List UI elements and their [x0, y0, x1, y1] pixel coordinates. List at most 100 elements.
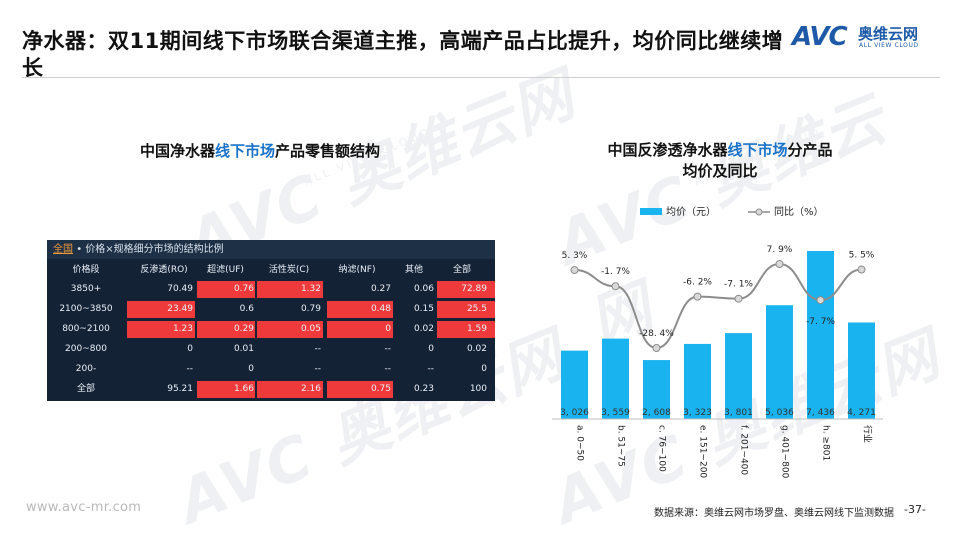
right-title-pre: 中国反渗透净水器: [607, 141, 728, 159]
yoy-point-4: [734, 294, 743, 303]
bar-label-6: 7, 436: [806, 408, 835, 418]
legend-swatch-avg-price: [640, 208, 662, 215]
bar-label-7: 4, 271: [847, 408, 876, 418]
yoy-point-2: [652, 344, 661, 352]
table-cell: 1.59: [466, 324, 487, 334]
table-cell: --: [384, 344, 392, 354]
table-cell: 1.66: [233, 384, 254, 394]
tab-national[interactable]: 全国: [53, 244, 73, 255]
category-label-1: b. 51~75: [616, 425, 626, 467]
bar-3: [684, 343, 711, 419]
table-cell: 0.06: [413, 284, 434, 294]
table-cell: --: [384, 364, 392, 374]
cell-highlight: [197, 281, 255, 298]
table-cell: 0.01: [233, 344, 254, 354]
table-cell: --: [314, 364, 322, 374]
category-label-7: 行业: [862, 425, 874, 443]
table-cell: 3850+: [70, 284, 102, 294]
cell-highlight: [127, 321, 195, 338]
logo-en: ALL VIEW CLOUD: [859, 42, 919, 49]
table-header-cell: 全部: [452, 265, 471, 275]
table-cell: 200~800: [65, 344, 107, 354]
table-cell: --: [314, 344, 322, 354]
table-cell: 0.27: [370, 284, 391, 294]
yoy-point-6: [816, 296, 825, 305]
table-cell: 1.32: [300, 284, 321, 294]
logo-cn: 奥维云网: [858, 25, 919, 43]
table-cell: 72.89: [461, 284, 487, 294]
category-label-2: c. 76~100: [657, 425, 667, 472]
table-header-cell: 其他: [404, 265, 423, 275]
title-divider: [22, 77, 940, 78]
table-header-row: 价格段 反渗透(RO) 超滤(UF) 活性炭(C) 纳滤(NF) 其他 全部: [47, 261, 495, 280]
table-cell: --: [186, 364, 194, 374]
table-cell: 0: [187, 344, 193, 354]
left-title-highlight: 线下市场: [214, 142, 275, 160]
cell-highlight: [437, 281, 495, 298]
yoy-point-5: [775, 260, 784, 268]
table-cell: 25.5: [466, 304, 487, 314]
table-cell: 0.76: [233, 284, 254, 294]
table-cell: 0.02: [413, 324, 434, 334]
category-label-6: h. ≥801: [821, 425, 831, 461]
table-header-cell: 价格段: [72, 265, 100, 275]
table-row: 200~800 0 0.01 -- -- 0 0.02: [47, 340, 495, 359]
table-cell: 0.05: [300, 324, 321, 334]
table-header-cell: 超滤(UF): [207, 265, 244, 275]
table-caption: • 价格×规格细分市场的结构比例: [76, 244, 224, 255]
logo-mark: AVC: [792, 22, 848, 52]
table-cell: 0.79: [300, 304, 321, 314]
cell-highlight: [257, 321, 323, 338]
category-label-0: a. 0~50: [575, 425, 585, 461]
legend-label-avg-price: 均价（元）: [666, 206, 716, 218]
table-cell: 0: [428, 344, 434, 354]
yoy-point-7: [857, 265, 866, 274]
table-caption-bar: 全国 • 价格×规格细分市场的结构比例: [47, 240, 495, 259]
table-cell: 0.48: [370, 304, 391, 314]
table-cell: 2100~3850: [59, 304, 113, 314]
cell-highlight: [127, 301, 195, 318]
category-label-3: e. 151~200: [698, 425, 708, 478]
yoy-label-0: 5. 3%: [562, 251, 588, 261]
category-label-5: g. 401~800: [780, 425, 790, 479]
slide-title: 净水器：双11期间线下市场联合渠道主推，高端产品占比提升，均价同比继续增长: [22, 29, 784, 80]
table-cell: 23.49: [167, 304, 193, 314]
yoy-label-7: 5. 5%: [849, 251, 875, 261]
cell-highlight: [327, 301, 393, 318]
table-cell: 0.6: [239, 304, 254, 314]
bar-label-3: 3, 323: [683, 408, 712, 418]
bar-5: [766, 305, 793, 419]
table-row: 800~2100 1.23 0.29 0.05 0 0.02 1.59: [47, 320, 495, 339]
yoy-line: [574, 262, 862, 350]
avc-logo: AVC 奥维云网 ALL VIEW CLOUD: [792, 22, 942, 54]
category-label-4: f. 201~400: [739, 425, 749, 475]
bar-label-4: 3, 801: [724, 408, 753, 418]
cell-highlight: [327, 321, 393, 338]
table-cell: --: [427, 364, 435, 374]
yoy-point-1: [611, 282, 620, 291]
left-title-pre: 中国净水器: [139, 142, 215, 160]
right-title-highlight: 线下市场: [727, 141, 788, 159]
yoy-point-3: [693, 292, 702, 301]
right-title-post: 分产品: [787, 141, 833, 159]
table-cell: 2.16: [300, 384, 321, 394]
table-cell: 0.15: [413, 304, 434, 314]
legend-marker-yoy: [755, 208, 763, 216]
yoy-label-5: 7. 9%: [767, 245, 793, 255]
bar-2: [643, 360, 670, 419]
yoy-label-3: -6. 2%: [683, 278, 712, 288]
bar-label-5: 5, 036: [765, 408, 794, 418]
footer-url[interactable]: www.avc-mr.com: [26, 500, 142, 515]
table-cell: 100: [469, 384, 487, 394]
data-source: 数据来源：奥维云网市场罗盘、奥维云网线下监测数据: [654, 508, 894, 519]
bar-4: [725, 333, 752, 419]
cell-highlight: [327, 381, 393, 398]
table-cell: 200-: [75, 364, 97, 374]
table-header-cell: 活性炭(C): [268, 265, 310, 275]
cell-highlight: [437, 301, 495, 318]
yoy-label-4: -7. 1%: [724, 280, 753, 290]
table-row: 2100~3850 23.49 0.6 0.79 0.48 0.15 25.5: [47, 300, 495, 319]
table-cell: 0.02: [466, 344, 487, 354]
page-number: -37-: [904, 503, 926, 516]
cell-highlight: [257, 281, 323, 298]
